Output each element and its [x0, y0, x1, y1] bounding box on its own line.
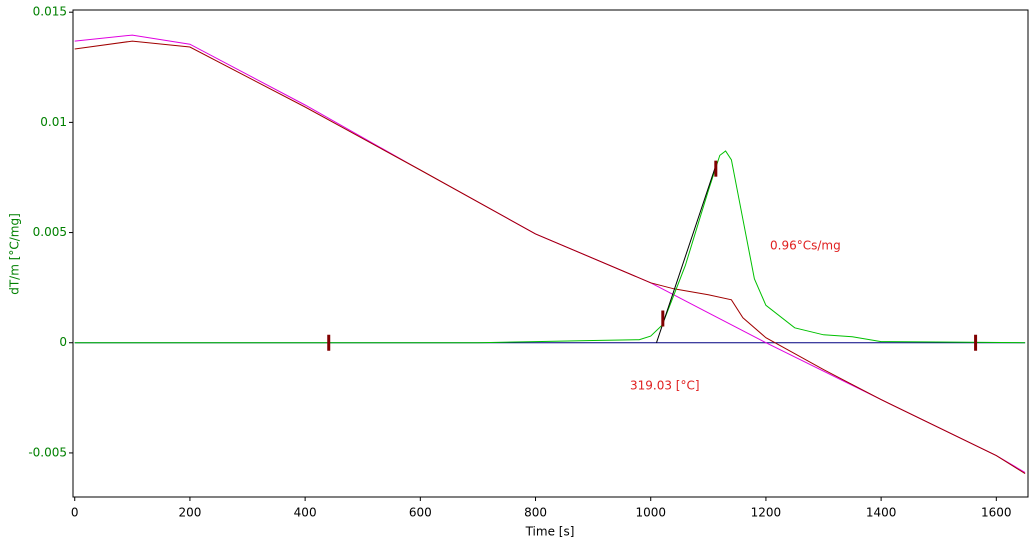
y-tick-label: 0.005 [33, 225, 67, 239]
x-tick-label: 800 [524, 506, 547, 520]
marker [661, 310, 665, 327]
annotation: 0.96°Cs/mg [770, 239, 841, 253]
line [74, 150, 1026, 344]
y-tick-label: 0.015 [33, 5, 67, 19]
y-axis-label: dT/m [°C/mg] [8, 213, 22, 295]
marker [974, 334, 978, 351]
y-tick-label: -0.005 [28, 445, 67, 459]
x-tick-label: 1400 [866, 506, 897, 520]
line [74, 40, 1026, 475]
y-tick-label: 0 [59, 335, 67, 349]
x-tick-label: 1600 [981, 506, 1012, 520]
x-tick-label: 0 [71, 506, 79, 520]
x-tick-label: 400 [294, 506, 317, 520]
x-axis-label: Time [s] [525, 525, 575, 539]
x-tick-label: 1200 [751, 506, 782, 520]
x-tick-label: 600 [409, 506, 432, 520]
marker [327, 334, 331, 351]
line [656, 161, 718, 343]
plot-frame [72, 9, 1029, 498]
x-tick-label: 200 [178, 506, 201, 520]
x-tick-label: 1000 [635, 506, 666, 520]
y-tick-label: 0.01 [40, 115, 67, 129]
line [74, 34, 1026, 473]
marker [714, 160, 718, 177]
annotation: 319.03 [°C] [630, 379, 700, 393]
